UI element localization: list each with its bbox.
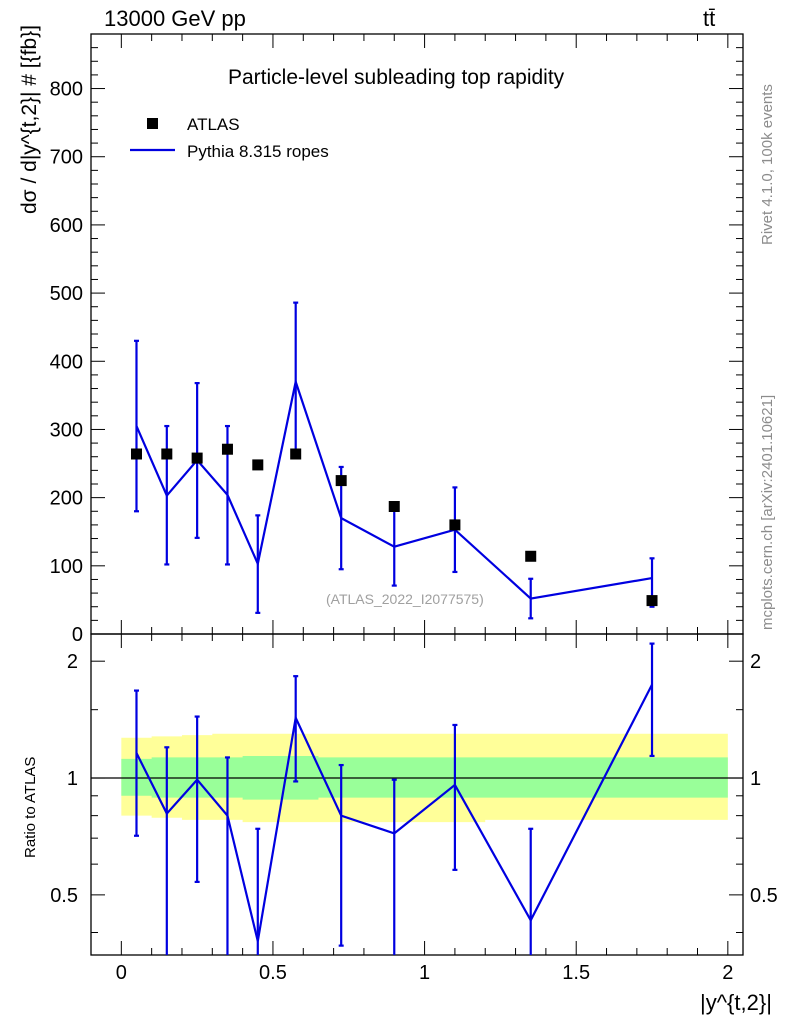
ratio-panel-frame	[90, 633, 744, 956]
x-axis-label: |y^{t,2}|	[700, 990, 772, 1015]
legend-data-marker	[147, 118, 158, 129]
main-y-tick-label: 200	[50, 488, 83, 510]
ratio-y-tick-label-left: 1	[67, 768, 78, 790]
main-y-tick-label: 0	[72, 624, 83, 646]
ratio-y-axis-label: Ratio to ATLAS	[22, 756, 39, 858]
process-label: tt̄	[703, 6, 716, 31]
chart-title: Particle-level subleading top rapidity	[228, 66, 565, 89]
ratio-y-tick-label-left: 0.5	[50, 885, 78, 907]
legend-mc-label: Pythia 8.315 ropes	[187, 142, 329, 161]
data-point	[449, 519, 461, 531]
mcplots-label: mcplots.cern.ch [arXiv:2401.10621]	[759, 394, 776, 630]
data-point	[252, 459, 264, 471]
ratio-y-tick-label-right: 0.5	[750, 885, 778, 907]
main-y-tick-label: 300	[50, 419, 83, 441]
main-y-tick-label: 800	[50, 79, 83, 101]
legend-data-label: ATLAS	[187, 115, 240, 134]
x-tick-label: 2	[722, 962, 733, 984]
analysis-id-label: (ATLAS_2022_I2077575)	[326, 591, 484, 607]
data-point	[388, 501, 400, 512]
main-y-tick-label: 400	[50, 351, 83, 373]
data-point	[130, 448, 142, 460]
data-point	[290, 448, 302, 460]
main-y-axis-label: dσ / d|y^{t,2}| # [{fb}]	[18, 24, 41, 214]
main-y-tick-label: 600	[50, 215, 83, 237]
main-y-tick-label: 700	[50, 147, 83, 169]
data-point	[161, 448, 173, 460]
data-point	[335, 475, 347, 487]
main-y-tick-label: 100	[50, 556, 83, 578]
data-point	[646, 595, 658, 607]
x-tick-label: 0	[116, 962, 127, 984]
ratio-y-tick-label-right: 2	[750, 651, 761, 673]
beam-energy-label: 13000 GeV pp	[104, 6, 246, 31]
x-tick-label: 1.5	[562, 962, 590, 984]
ratio-y-tick-label-right: 1	[750, 768, 761, 790]
x-tick-label: 1	[419, 962, 430, 984]
data-point	[525, 550, 537, 562]
data-point	[221, 443, 233, 455]
main-y-tick-label: 500	[50, 283, 83, 305]
rivet-version-label: Rivet 4.1.0, 100k events	[759, 84, 776, 245]
x-tick-label: 0.5	[259, 962, 287, 984]
data-point	[191, 452, 203, 464]
ratio-y-tick-label-left: 2	[67, 651, 78, 673]
